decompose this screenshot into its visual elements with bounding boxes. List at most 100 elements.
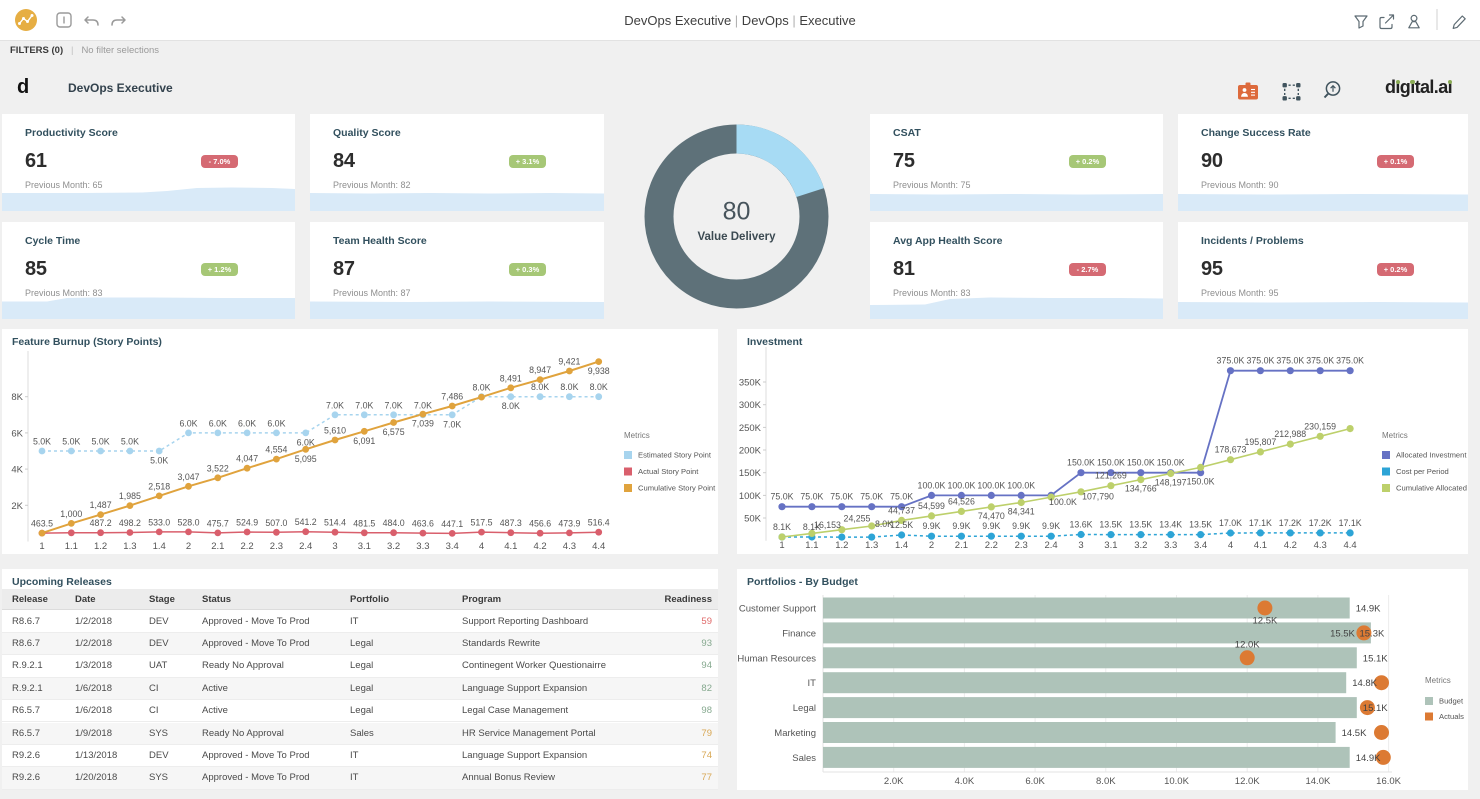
- svg-text:100K: 100K: [739, 491, 762, 502]
- svg-text:16,153: 16,153: [814, 520, 841, 530]
- svg-text:3: 3: [332, 541, 337, 552]
- svg-text:528.0: 528.0: [177, 517, 199, 527]
- svg-text:484.0: 484.0: [383, 518, 405, 528]
- svg-text:1.3: 1.3: [865, 540, 878, 551]
- svg-text:100.0K: 100.0K: [947, 480, 975, 490]
- svg-text:195,807: 195,807: [1244, 437, 1276, 447]
- svg-text:7.0K: 7.0K: [326, 400, 344, 410]
- svg-text:12.5K: 12.5K: [1252, 616, 1277, 627]
- svg-text:5.0K: 5.0K: [150, 456, 168, 466]
- svg-text:80: 80: [723, 198, 751, 226]
- svg-text:7,039: 7,039: [412, 419, 434, 429]
- svg-text:13.5K: 13.5K: [1099, 520, 1122, 530]
- svg-text:14.8K: 14.8K: [1352, 678, 1377, 689]
- svg-text:121,269: 121,269: [1095, 471, 1127, 481]
- svg-text:7,486: 7,486: [441, 392, 463, 402]
- svg-text:2.1: 2.1: [211, 541, 224, 552]
- svg-text:13.6K: 13.6K: [1070, 520, 1093, 530]
- svg-text:64,526: 64,526: [948, 496, 975, 506]
- svg-text:3.3: 3.3: [416, 541, 429, 552]
- svg-text:1.2: 1.2: [94, 541, 107, 552]
- svg-text:375.0K: 375.0K: [1217, 356, 1245, 366]
- svg-text:463.6: 463.6: [412, 519, 434, 529]
- svg-text:4,047: 4,047: [236, 454, 258, 464]
- svg-text:487.2: 487.2: [90, 518, 112, 528]
- svg-text:7.0K: 7.0K: [385, 400, 403, 410]
- svg-text:200K: 200K: [739, 446, 762, 457]
- svg-text:15.3K: 15.3K: [1359, 628, 1384, 639]
- svg-text:4.1: 4.1: [1254, 540, 1267, 551]
- svg-text:Value Delivery: Value Delivery: [698, 231, 777, 243]
- svg-text:Allocated Investment: Allocated Investment: [1396, 451, 1467, 460]
- svg-text:13.4K: 13.4K: [1159, 520, 1182, 530]
- svg-text:17.1K: 17.1K: [1339, 518, 1362, 528]
- svg-text:54,599: 54,599: [918, 501, 945, 511]
- svg-text:4.0K: 4.0K: [955, 776, 975, 787]
- svg-text:5.0K: 5.0K: [62, 437, 80, 447]
- svg-text:15.1K: 15.1K: [1363, 703, 1388, 714]
- svg-text:517.5: 517.5: [470, 518, 492, 528]
- svg-text:533.0: 533.0: [148, 517, 170, 527]
- svg-text:10.0K: 10.0K: [1164, 776, 1189, 787]
- svg-text:1.4: 1.4: [895, 540, 908, 551]
- svg-text:100.0K: 100.0K: [977, 480, 1005, 490]
- svg-text:1: 1: [779, 540, 784, 551]
- svg-text:4: 4: [479, 541, 484, 552]
- svg-text:Sales: Sales: [792, 753, 816, 764]
- svg-text:100.0K: 100.0K: [1049, 497, 1077, 507]
- svg-text:463.5: 463.5: [31, 519, 53, 529]
- svg-text:9.9K: 9.9K: [1042, 521, 1060, 531]
- svg-text:1.2: 1.2: [835, 540, 848, 551]
- svg-text:8.0K: 8.0K: [531, 382, 549, 392]
- svg-text:2K: 2K: [11, 501, 23, 512]
- svg-text:13.5K: 13.5K: [1129, 520, 1152, 530]
- svg-text:300K: 300K: [739, 400, 762, 411]
- svg-text:6.0K: 6.0K: [238, 418, 256, 428]
- svg-text:14.9K: 14.9K: [1356, 604, 1381, 615]
- svg-text:3.2: 3.2: [1134, 540, 1147, 551]
- svg-text:447.1: 447.1: [441, 519, 463, 529]
- svg-text:13.5K: 13.5K: [1189, 520, 1212, 530]
- svg-text:4,554: 4,554: [265, 445, 287, 455]
- svg-text:2.2: 2.2: [240, 541, 253, 552]
- svg-text:2.3: 2.3: [270, 541, 283, 552]
- svg-text:100.0K: 100.0K: [918, 480, 946, 490]
- svg-text:3,047: 3,047: [177, 472, 199, 482]
- svg-text:9.9K: 9.9K: [1012, 521, 1030, 531]
- svg-text:Actuals: Actuals: [1439, 712, 1464, 721]
- svg-text:1.4: 1.4: [153, 541, 166, 552]
- svg-text:2: 2: [186, 541, 191, 552]
- svg-text:4K: 4K: [11, 465, 23, 476]
- svg-text:2.0K: 2.0K: [884, 776, 904, 787]
- svg-text:3.4: 3.4: [1194, 540, 1207, 551]
- svg-text:12.0K: 12.0K: [1235, 639, 1260, 650]
- svg-text:150.0K: 150.0K: [1157, 458, 1185, 468]
- svg-text:498.2: 498.2: [119, 518, 141, 528]
- svg-text:12.5K: 12.5K: [890, 520, 913, 530]
- svg-text:2.2: 2.2: [985, 540, 998, 551]
- svg-text:8.0K: 8.0K: [875, 519, 893, 529]
- svg-text:74,470: 74,470: [978, 511, 1005, 521]
- svg-text:9,938: 9,938: [588, 366, 610, 376]
- svg-text:14.5K: 14.5K: [1342, 728, 1367, 739]
- svg-text:350K: 350K: [739, 378, 762, 389]
- svg-text:9.9K: 9.9K: [982, 521, 1000, 531]
- svg-text:250K: 250K: [739, 423, 762, 434]
- svg-text:2,518: 2,518: [148, 481, 170, 491]
- svg-text:4: 4: [1228, 540, 1233, 551]
- svg-text:148,197: 148,197: [1155, 478, 1187, 488]
- svg-text:Marketing: Marketing: [774, 728, 816, 739]
- svg-text:456.6: 456.6: [529, 519, 551, 529]
- svg-text:Budget: Budget: [1439, 697, 1464, 706]
- svg-text:178,673: 178,673: [1215, 445, 1247, 455]
- svg-text:541.2: 541.2: [295, 517, 317, 527]
- svg-text:4.2: 4.2: [1284, 540, 1297, 551]
- svg-text:Metrics: Metrics: [1382, 431, 1408, 440]
- svg-text:4.3: 4.3: [563, 541, 576, 552]
- svg-text:524.9: 524.9: [236, 518, 258, 528]
- svg-text:2.1: 2.1: [955, 540, 968, 551]
- svg-text:150.0K: 150.0K: [1067, 458, 1095, 468]
- svg-text:507.0: 507.0: [265, 518, 287, 528]
- svg-text:1.1: 1.1: [805, 540, 818, 551]
- svg-text:2: 2: [929, 540, 934, 551]
